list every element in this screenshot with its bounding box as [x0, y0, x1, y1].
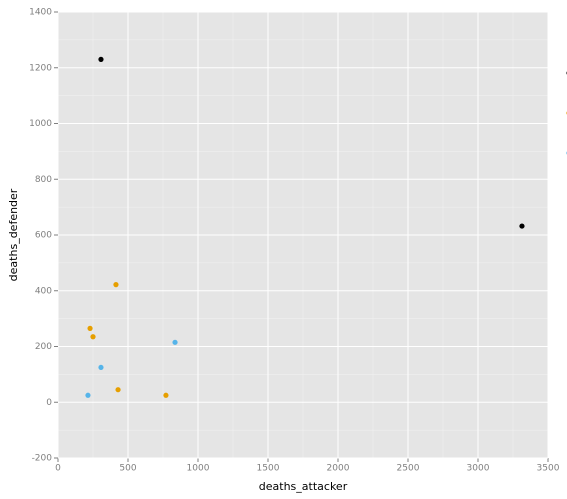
point [172, 339, 178, 345]
x-tick-label: 1000 [187, 464, 210, 474]
point [163, 392, 169, 398]
y-tick-label: 0 [46, 398, 52, 408]
y-tick-label: 600 [35, 231, 52, 241]
point [90, 334, 96, 340]
x-tick-label: 1500 [257, 464, 280, 474]
point [113, 282, 119, 288]
point [115, 387, 121, 393]
y-axis-title: deaths_defender [7, 188, 20, 281]
point [98, 56, 104, 62]
y-tick-label: 1200 [29, 63, 52, 73]
x-tick-label: 0 [55, 464, 61, 474]
x-axis-title: deaths_attacker [259, 480, 348, 493]
y-tick-label: 200 [35, 342, 52, 352]
x-tick-label: 2500 [397, 464, 420, 474]
y-tick-label: 1000 [29, 119, 52, 129]
point [85, 392, 91, 398]
y-tick-label: -200 [32, 454, 53, 464]
point [519, 223, 525, 229]
point [87, 325, 93, 331]
x-tick-label: 3000 [467, 464, 490, 474]
y-tick-label: 800 [35, 175, 52, 185]
point [98, 364, 104, 371]
x-tick-label: 3500 [537, 464, 560, 474]
y-tick-label: 400 [35, 286, 52, 296]
x-tick-label: 2000 [327, 464, 350, 474]
y-tick-label: 1400 [29, 8, 52, 18]
x-tick-label: 500 [119, 464, 136, 474]
